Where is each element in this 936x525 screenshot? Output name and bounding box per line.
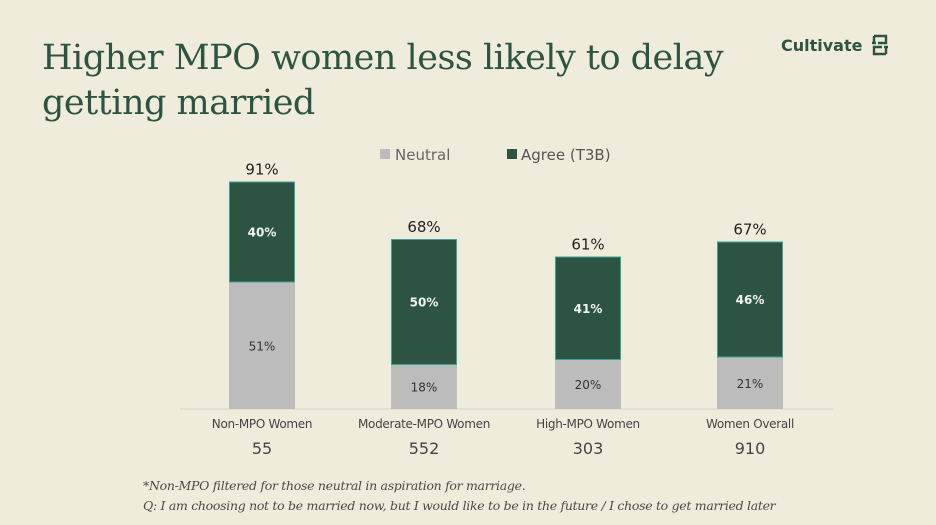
bar-segment-agree	[229, 181, 295, 283]
legend-label-neutral: Neutral	[395, 146, 450, 164]
sample-size-label: 910	[735, 439, 766, 458]
brand-name: Cultivate	[781, 35, 863, 55]
data-label-neutral: 18%	[411, 381, 438, 395]
cultivate-logo-icon	[872, 34, 889, 56]
data-label-agree: 50%	[410, 296, 439, 310]
data-label-neutral: 21%	[737, 377, 764, 391]
x-tick-label: Women Overall	[706, 417, 794, 431]
footnote-question: Q: I am choosing not to be married now, …	[143, 498, 776, 513]
bar-segment-agree	[391, 239, 457, 365]
bar-segment-neutral	[555, 359, 621, 409]
data-label-agree: 46%	[736, 293, 765, 307]
bar-segment-neutral	[391, 364, 457, 409]
bar-segment-agree	[717, 241, 783, 358]
stacked-bar-chart: Neutral Agree (T3B) 51% 40% 91% Non-MPO Wom…	[180, 146, 833, 459]
page-title: Higher MPO women less likely to delay ge…	[42, 38, 724, 123]
sample-size-label: 552	[409, 439, 440, 458]
sample-size-label: 303	[573, 439, 604, 458]
legend-swatch-neutral	[380, 149, 390, 159]
bars-group: 51% 40% 91% Non-MPO Women 55 18% 50% 68% Moderat…	[212, 161, 794, 459]
x-tick-label: Moderate-MPO Women	[358, 417, 490, 431]
data-label-total: 91%	[245, 161, 278, 179]
legend-swatch-agree	[507, 149, 517, 159]
legend: Neutral Agree (T3B)	[380, 146, 611, 164]
data-label-total: 61%	[571, 236, 604, 254]
x-tick-label: Non-MPO Women	[212, 417, 312, 431]
data-label-neutral: 20%	[575, 378, 602, 392]
x-tick-label: High-MPO Women	[536, 417, 640, 431]
legend-label-agree: Agree (T3B)	[521, 146, 611, 164]
brand-logo: Cultivate	[781, 34, 890, 56]
bar-segment-neutral	[229, 281, 295, 409]
data-label-agree: 41%	[574, 302, 603, 316]
bar-segment-neutral	[717, 356, 783, 409]
data-label-total: 67%	[733, 221, 766, 239]
data-label-neutral: 51%	[249, 339, 276, 353]
data-label-total: 68%	[407, 218, 440, 236]
bar-segment-agree	[555, 256, 621, 360]
data-label-agree: 40%	[248, 226, 277, 240]
footnote-filter: *Non-MPO filtered for those neutral in a…	[143, 478, 526, 493]
sample-size-label: 55	[252, 439, 272, 458]
